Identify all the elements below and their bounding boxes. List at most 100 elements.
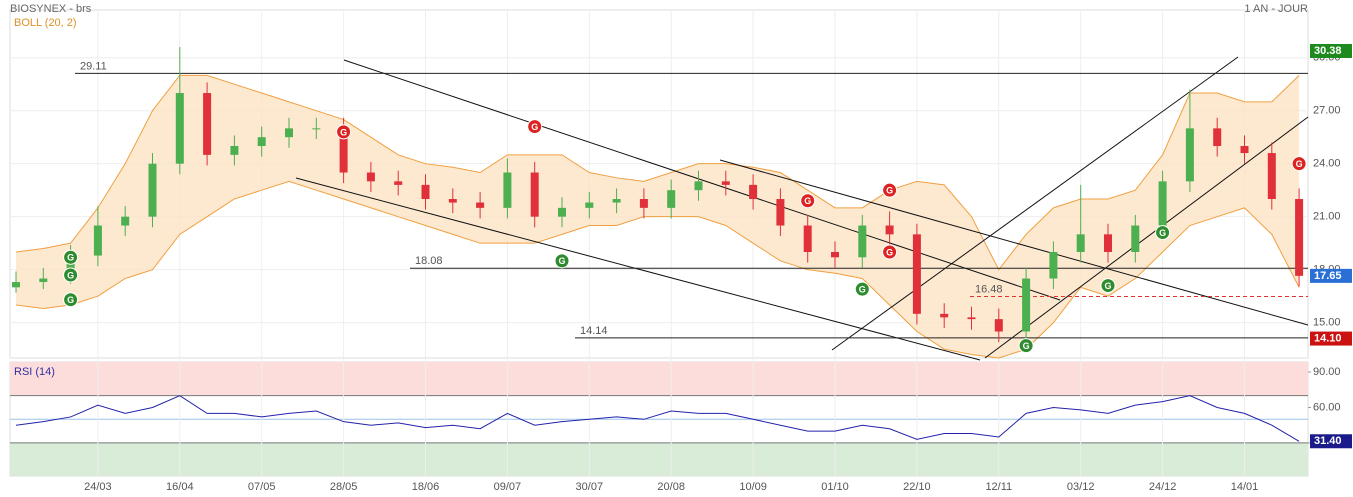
candle-body (585, 202, 594, 208)
signal-label: G (1023, 341, 1030, 351)
signal (336, 124, 352, 140)
candle-body (1295, 199, 1304, 276)
signal (1018, 338, 1034, 354)
candle-body (503, 172, 512, 208)
candle-body (776, 199, 785, 226)
bollinger-lower (15, 180, 1300, 359)
candle-body (994, 319, 1003, 332)
signal-label: G (804, 196, 811, 206)
candle-body (639, 199, 648, 208)
signal (1100, 278, 1116, 294)
level-label: 18.08 (415, 255, 443, 267)
x-tick-label: 07/05 (248, 481, 276, 493)
signal-label: G (531, 122, 538, 132)
candle-body (912, 234, 921, 314)
indicator-label: BOLL (20, 2) (14, 17, 77, 29)
price-badge-label: 14.10 (1314, 332, 1342, 344)
candle-body (1049, 252, 1058, 279)
x-tick-label: 10/09 (739, 481, 767, 493)
signal-label: G (1296, 159, 1303, 169)
rsi-tick-label: 60.00 (1313, 401, 1341, 413)
signal-label: G (886, 247, 893, 257)
x-tick-label: 16/04 (166, 481, 194, 493)
trend-line (295, 177, 981, 361)
signal-label: G (558, 256, 565, 266)
candle-body (721, 181, 730, 185)
signal (1291, 156, 1307, 172)
signal (527, 119, 543, 135)
candle-body (476, 202, 485, 208)
level-label: 16.48 (975, 283, 1003, 295)
candle-body (940, 313, 949, 318)
candle-body (12, 282, 20, 288)
candle-body (1240, 146, 1249, 154)
candle-body (1213, 128, 1222, 147)
signal (882, 244, 898, 260)
signal-label: G (67, 253, 74, 263)
y-tick-label: 21.00 (1313, 211, 1341, 223)
candle-body (366, 172, 375, 182)
candle-body (967, 317, 976, 320)
price-badge (1310, 268, 1352, 283)
x-tick-label: 03/12 (1067, 481, 1095, 493)
y-tick-label: 27.00 (1313, 105, 1341, 117)
signal (1155, 225, 1171, 241)
x-tick-label: 01/10 (821, 481, 849, 493)
price-badge (1310, 434, 1352, 449)
price-badge-label: 31.40 (1314, 435, 1342, 447)
signal-label: G (1159, 228, 1166, 238)
candle-body (1131, 225, 1140, 253)
rsi-tick-label: 90.00 (1313, 366, 1341, 378)
candle-body (831, 252, 839, 258)
candle-body (1104, 234, 1112, 253)
signal (63, 292, 79, 308)
candle-body (39, 278, 48, 283)
trend-line (343, 59, 1061, 301)
trend-line (984, 116, 1309, 359)
y-tick-label: 24.00 (1313, 158, 1341, 170)
candle-body (803, 225, 812, 253)
overbought-zone (10, 362, 1308, 396)
oversold-zone (10, 442, 1308, 476)
candle-body (530, 172, 539, 217)
candle-body (558, 207, 566, 217)
candle-body (858, 225, 867, 258)
signal-label: G (67, 295, 74, 305)
candle-body (66, 255, 75, 279)
signal-label: G (859, 284, 866, 294)
signal-label: G (67, 270, 74, 280)
candle-body (312, 128, 321, 130)
candle-body (148, 163, 157, 217)
candle-body (694, 181, 703, 191)
candle-body (448, 199, 457, 203)
candle-body (749, 184, 758, 200)
candle-body (203, 93, 212, 155)
signal (800, 193, 816, 209)
signal (554, 253, 570, 269)
price-badge-label: 17.65 (1314, 270, 1342, 282)
rsi-label: RSI (14) (14, 366, 55, 378)
signal-label: G (340, 127, 347, 137)
x-tick-label: 22/10 (903, 481, 931, 493)
candle-body (230, 146, 239, 155)
signal (63, 249, 79, 265)
x-tick-label: 30/07 (576, 481, 604, 493)
period: 1 AN - JOUR (1244, 3, 1308, 15)
candle-body (667, 190, 676, 208)
candle-body (175, 93, 184, 164)
candle-body (93, 225, 102, 256)
signal-label: G (886, 186, 893, 196)
candle-body (421, 184, 430, 200)
candle-body (612, 199, 621, 203)
candle-body (394, 181, 403, 185)
candle-body (121, 216, 130, 226)
x-tick-label: 18/06 (412, 481, 440, 493)
candle-body (339, 128, 348, 173)
x-tick-label: 12/11 (985, 481, 1012, 493)
candle-body (1076, 234, 1085, 253)
candle-body (1185, 128, 1194, 182)
candle-body (885, 225, 894, 235)
x-tick-label: 28/05 (330, 481, 358, 493)
x-tick-label: 24/03 (84, 481, 112, 493)
